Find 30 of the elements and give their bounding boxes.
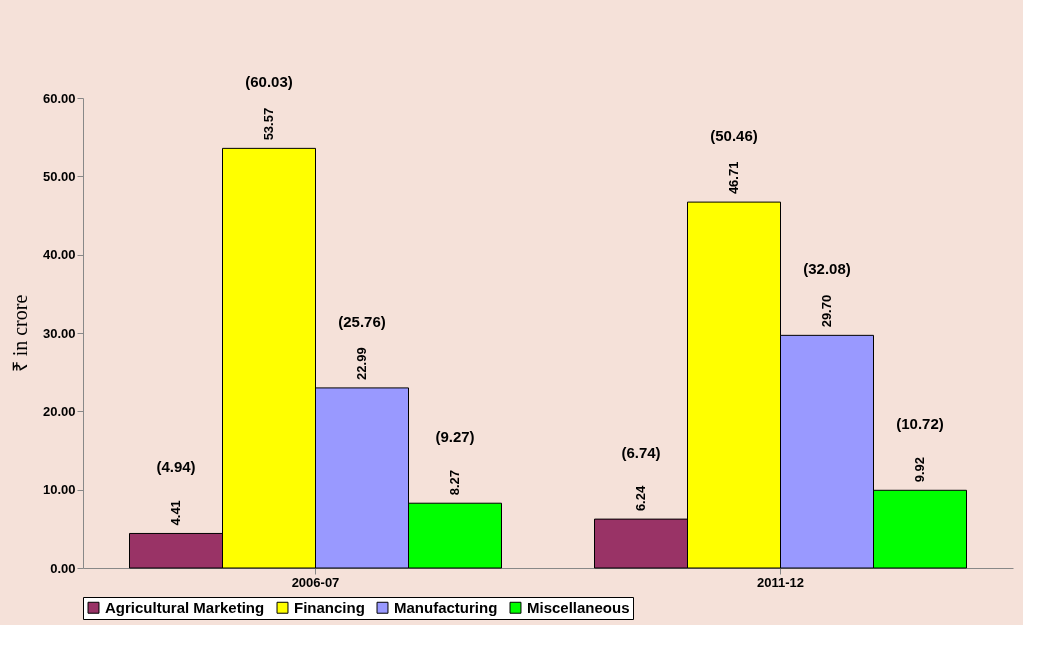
y-tick-label: 10.00 [42, 482, 76, 498]
y-tick-label: 0.00 [50, 560, 76, 576]
legend-label: Manufacturing [394, 598, 498, 616]
x-tick-label: 2011-12 [757, 574, 804, 590]
data-label: 29.70 [819, 294, 834, 328]
annotation: (4.94) [156, 458, 196, 476]
y-tick-label: 40.00 [42, 247, 76, 263]
data-label: 6.24 [633, 485, 648, 512]
data-label: 46.71 [726, 161, 741, 195]
data-label: 9.92 [912, 456, 927, 483]
data-label: 22.99 [354, 347, 369, 380]
annotation: (6.74) [621, 444, 661, 462]
annotation: (9.27) [435, 428, 475, 446]
annotation: (50.46) [710, 127, 758, 145]
y-tick-label: 60.00 [42, 90, 76, 106]
legend-label: Miscellaneous [527, 598, 630, 616]
y-tick-label: 30.00 [42, 325, 76, 341]
legend-label: Financing [294, 598, 365, 616]
y-tick-label: 20.00 [42, 403, 76, 419]
annotation: (10.72) [896, 415, 944, 433]
text: (60.03) [245, 73, 293, 91]
x-tick-label: 2006-07 [291, 574, 340, 590]
annotation: (25.76) [338, 312, 386, 330]
y-tick-label: 50.00 [42, 168, 76, 184]
y-axis-title: ₹ in crore [8, 294, 31, 373]
data-label: 4.41 [168, 500, 183, 526]
legend-label: Agricultural Marketing [105, 598, 265, 616]
annotation: (32.08) [803, 260, 851, 278]
data-label: 53.57 [261, 107, 276, 141]
data-label: 8.27 [447, 469, 462, 496]
